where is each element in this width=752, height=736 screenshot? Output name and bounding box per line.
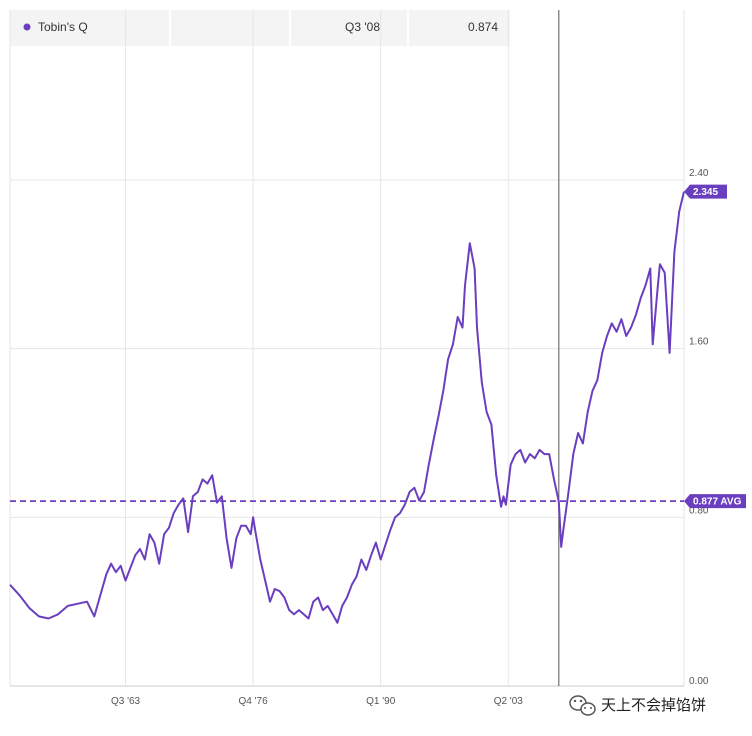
x-tick-label: Q2 '03 [494,696,524,707]
average-badge-shape [684,494,746,509]
legend-hover-value: 0.874 [468,20,498,34]
legend-hover-period: Q3 '08 [345,20,380,34]
legend-header-background [10,10,510,46]
legend-header: Tobin's Q Q3 '08 0.874 [10,10,510,46]
last-value-badge-shape [684,184,727,199]
x-tick-label: Q1 '90 [366,696,396,707]
average-badge-text: 0.877 AVG [693,497,742,508]
grid-lines [9,10,685,687]
y-tick-label: 0.00 [689,676,709,687]
y-tick-label: 1.60 [689,337,709,348]
last-value-badge: 2.345 [684,184,727,199]
axis-ticks: 0.00 0.80 1.60 2.40 Q3 '63 Q4 '76 Q1 '90 Q2 '03 [111,168,709,707]
value-badges: 2.345 0.877 AVG [684,184,746,509]
x-tick-label: Q4 '76 [239,696,269,707]
legend-series-name: Tobin's Q [38,20,88,34]
wechat-icon [569,695,596,716]
x-tick-label: Q3 '63 [111,696,141,707]
y-tick-label: 0.80 [689,505,709,516]
average-badge: 0.877 AVG [684,494,746,509]
watermark-text: 天上不会掉馅饼 [601,696,706,714]
series-group[interactable] [9,191,685,624]
watermark: 天上不会掉馅饼 [569,695,706,716]
series-line-tobins-q[interactable] [9,191,685,624]
series-dot-icon [23,23,31,31]
last-value-badge-text: 2.345 [693,187,718,198]
y-tick-label: 2.40 [689,168,709,179]
